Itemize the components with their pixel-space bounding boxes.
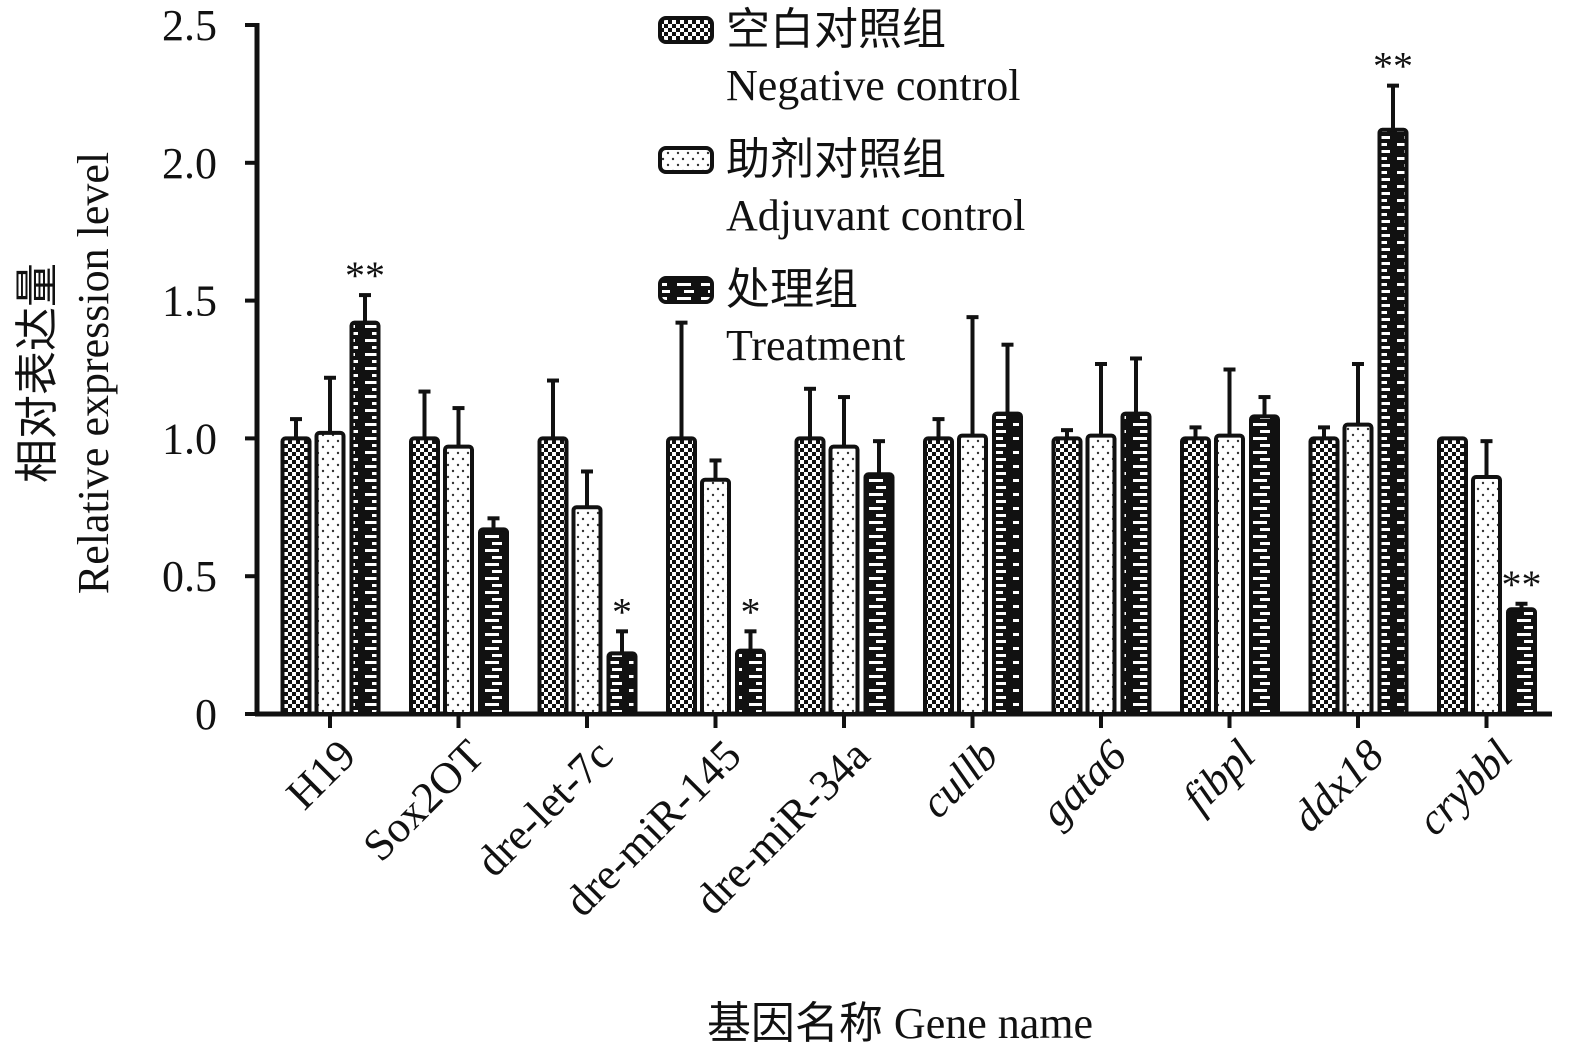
legend-label-cn-treatment: 处理组 [726,265,858,314]
significance-mark-dre-mir-145: * [741,589,761,634]
y-tick-label: 1.0 [162,414,217,463]
significance-mark-dre-let-7c: * [612,589,632,634]
x-tick-label-h19: H19 [277,730,365,818]
bar-treatment-dre-mir-34a [863,472,895,716]
legend-label-en-adjuvant-control: Adjuvant control [726,191,1025,240]
bar-adjuvant-control-dre-mir-34a [828,444,860,716]
bar-treatment-gata6 [1120,411,1152,716]
y-axis-title-cn: 相对表达量 [13,263,62,483]
legend-label-cn-adjuvant-control: 助剂对照组 [726,135,946,184]
bar-treatment-dre-let-7c [606,651,638,716]
x-tick-label-gata6: gata6 [1031,730,1137,836]
bar-treatment-cullb [992,411,1023,716]
legend-swatch-treatment [658,276,714,304]
bar-negative-control-h19 [280,436,312,716]
bar-negative-control-crybbl [1437,436,1468,716]
bar-treatment-ddx18 [1377,127,1409,716]
x-tick-label-crybbl: crybbl [1407,730,1521,844]
bar-adjuvant-control-ddx18 [1342,422,1374,716]
significance-mark-h19: ** [345,253,385,298]
bar-adjuvant-control-gata6 [1085,433,1117,716]
bar-negative-control-ddx18 [1308,436,1340,716]
bar-adjuvant-control-dre-let-7c [571,505,603,716]
legend-swatch-negative-control [658,16,714,44]
bar-adjuvant-control-dre-mir-145 [700,477,731,716]
bar-treatment-fibpl [1249,414,1280,716]
bar-treatment-sox2ot [478,527,509,717]
bar-negative-control-sox2ot [409,436,440,716]
legend-swatch-adjuvant-control [658,146,714,174]
y-axis-title-en: Relative expression level [69,152,118,594]
legend-label-en-negative-control: Negative control [726,61,1020,110]
significance-mark-crybbl: ** [1502,562,1542,607]
bar-treatment-crybbl [1506,607,1537,716]
y-tick-label: 2.0 [162,139,217,188]
bar-negative-control-dre-mir-34a [794,436,826,716]
legend-label-cn-negative-control: 空白对照组 [726,5,946,54]
y-tick-label: 1.5 [162,277,217,326]
bar-negative-control-dre-mir-145 [666,436,697,716]
x-axis-title: 基因名称 Gene name [707,999,1093,1048]
legend: 空白对照组 Negative control 助剂对照组 Adjuvant contr… [658,5,1025,370]
bar-negative-control-cullb [923,436,954,716]
y-tick-label: 0.5 [162,552,217,601]
significance-mark-ddx18: ** [1373,44,1413,89]
bar-adjuvant-control-h19 [314,430,346,716]
bar-negative-control-fibpl [1180,436,1211,716]
x-tick-label-cullb: cullb [911,730,1008,827]
y-tick-label: 0 [195,690,217,739]
bar-negative-control-gata6 [1051,436,1083,716]
bar-adjuvant-control-crybbl [1471,474,1502,717]
bar-treatment-dre-mir-145 [735,648,766,716]
y-tick-label: 2.5 [162,1,217,50]
bar-treatment-h19 [349,320,381,716]
bar-negative-control-dre-let-7c [537,436,569,716]
x-tick-label-ddx18: ddx18 [1282,730,1393,841]
legend-label-en-treatment: Treatment [726,321,905,370]
bar-adjuvant-control-sox2ot [443,444,474,716]
bar-adjuvant-control-fibpl [1214,433,1245,716]
bar-adjuvant-control-cullb [957,433,988,716]
x-tick-label-fibpl: fibpl [1173,730,1265,822]
